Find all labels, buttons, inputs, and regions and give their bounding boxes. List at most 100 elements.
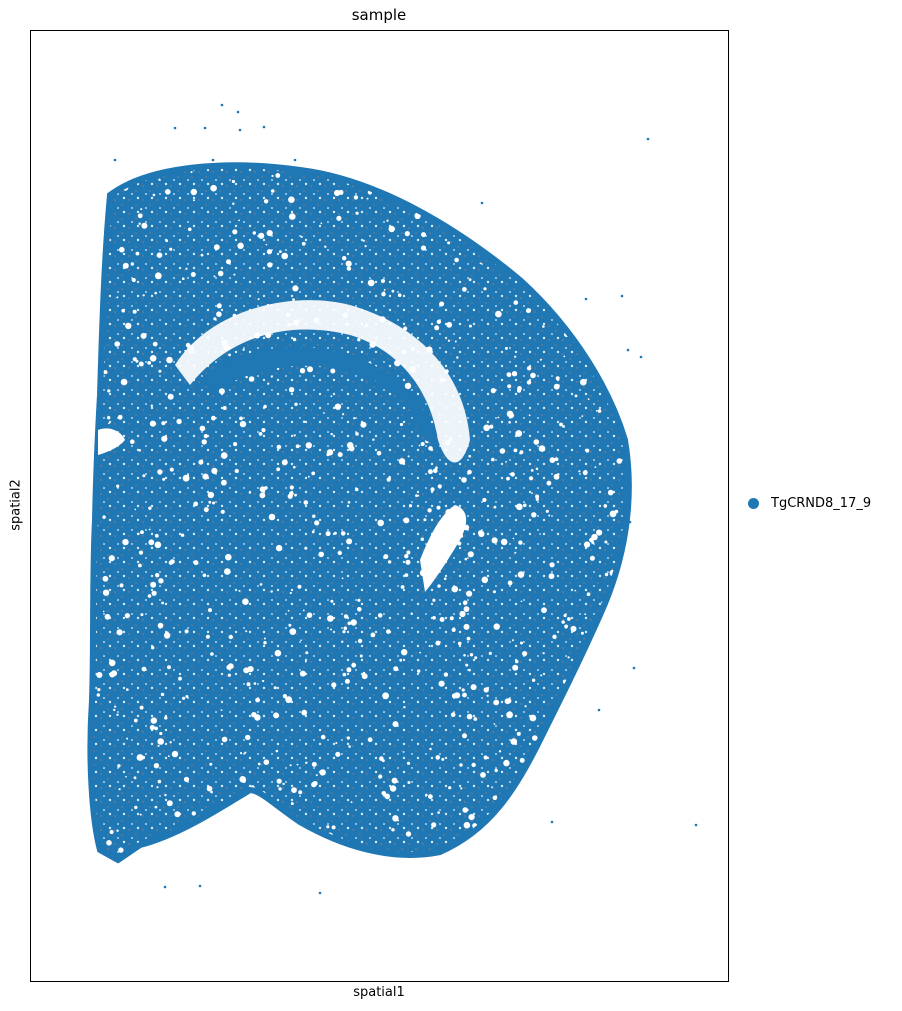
- tissue-fill: [90, 165, 629, 860]
- tissue-gap: [605, 344, 612, 351]
- tissue-gap: [588, 695, 595, 702]
- tissue-gap: [437, 811, 440, 814]
- tissue-gap: [462, 195, 466, 199]
- tissue-gap: [330, 599, 334, 603]
- tissue-gap: [589, 555, 595, 561]
- tissue-gap: [325, 531, 331, 537]
- tissue-gap: [580, 631, 584, 635]
- tissue-gap: [566, 787, 572, 793]
- tissue-gap: [103, 370, 108, 375]
- ventricle: [420, 505, 467, 592]
- tissue-gap: [449, 616, 454, 621]
- tissue-gap: [244, 751, 247, 754]
- tissue-gap: [561, 258, 568, 265]
- tissue-gap: [152, 193, 156, 197]
- tissue-gap: [384, 793, 391, 800]
- tissue-gap: [161, 435, 168, 442]
- tissue-gap: [342, 413, 345, 416]
- tissue-gap: [208, 608, 212, 613]
- tissue-gap: [299, 368, 306, 374]
- tissue-gap: [326, 825, 330, 829]
- tissue-gap: [463, 623, 470, 630]
- tissue-gap: [138, 361, 144, 367]
- tissue-gap: [273, 712, 280, 719]
- tissue-gap: [507, 580, 513, 586]
- tissue-gap: [311, 471, 316, 476]
- tissue-gap: [498, 175, 505, 182]
- tissue-gap: [524, 849, 528, 853]
- tissue-gap: [138, 563, 142, 568]
- tissue-gap: [257, 762, 261, 766]
- tissue-gap: [346, 266, 352, 271]
- tissue-gap: [572, 679, 579, 686]
- tissue-gap: [381, 279, 385, 283]
- stray-point: [211, 158, 215, 162]
- tissue-gap: [604, 572, 609, 577]
- tissue-gap: [116, 484, 120, 488]
- tissue-gap: [479, 262, 482, 265]
- tissue-gap: [348, 745, 351, 748]
- stray-point: [236, 110, 240, 114]
- tissue-gap: [244, 837, 250, 843]
- tissue-gap: [514, 551, 517, 554]
- tissue-gap: [304, 546, 308, 550]
- stray-point: [480, 201, 484, 205]
- tissue-gap: [353, 417, 356, 420]
- tissue-gap: [320, 734, 326, 740]
- tissue-gap: [263, 637, 266, 640]
- tissue-gap: [166, 356, 173, 364]
- tissue-gap: [138, 449, 141, 452]
- tissue-gap: [210, 652, 214, 656]
- tissue-gap: [114, 705, 117, 708]
- tissue-gap: [475, 225, 483, 233]
- tissue-gap: [166, 631, 169, 634]
- tissue-gap: [212, 501, 215, 505]
- tissue-gap: [245, 375, 248, 379]
- tissue-gap: [582, 205, 588, 211]
- tissue-gap: [378, 774, 383, 779]
- tissue-gap: [178, 676, 182, 681]
- tissue-gap: [346, 538, 353, 545]
- tissue-gap: [488, 651, 492, 656]
- tissue-gap: [216, 311, 222, 318]
- tissue-gap: [492, 795, 498, 801]
- tissue-gap: [164, 716, 168, 720]
- tissue-gap: [522, 240, 528, 245]
- tissue-gap: [248, 836, 255, 843]
- tissue-gap: [156, 786, 159, 789]
- tissue-gap: [590, 724, 593, 727]
- tissue-gap: [516, 503, 523, 511]
- tissue-gap: [137, 213, 143, 219]
- tissue-gap: [578, 470, 581, 473]
- tissue-gap: [530, 469, 534, 472]
- tissue-gap: [443, 577, 447, 581]
- tissue-gap: [607, 830, 612, 835]
- tissue-gap: [107, 389, 111, 393]
- tissue-gap: [237, 242, 244, 249]
- tissue-gap: [216, 303, 222, 309]
- tissue-gap: [438, 680, 445, 687]
- tissue-gap: [218, 388, 225, 395]
- tissue-gap: [106, 840, 112, 846]
- tissue-gap: [500, 538, 508, 546]
- tissue-gap: [97, 225, 102, 229]
- tissue-gap: [595, 793, 602, 800]
- tissue-gap: [366, 197, 369, 200]
- tissue-gap: [618, 708, 623, 713]
- tissue-gap: [552, 838, 557, 844]
- tissue-gap: [340, 531, 346, 536]
- tissue-gap: [342, 630, 346, 634]
- tissue-gap: [285, 696, 293, 704]
- tissue-gap: [262, 679, 265, 683]
- tissue-gap: [493, 505, 497, 509]
- tissue-gap: [275, 544, 283, 552]
- tissue-gap: [275, 749, 279, 753]
- tissue-gap: [199, 425, 206, 432]
- tissue-gap: [346, 849, 354, 856]
- tissue-gap: [114, 341, 120, 347]
- tissue-gap: [408, 177, 414, 182]
- tissue-gap: [622, 695, 626, 699]
- tissue-gap: [420, 537, 424, 541]
